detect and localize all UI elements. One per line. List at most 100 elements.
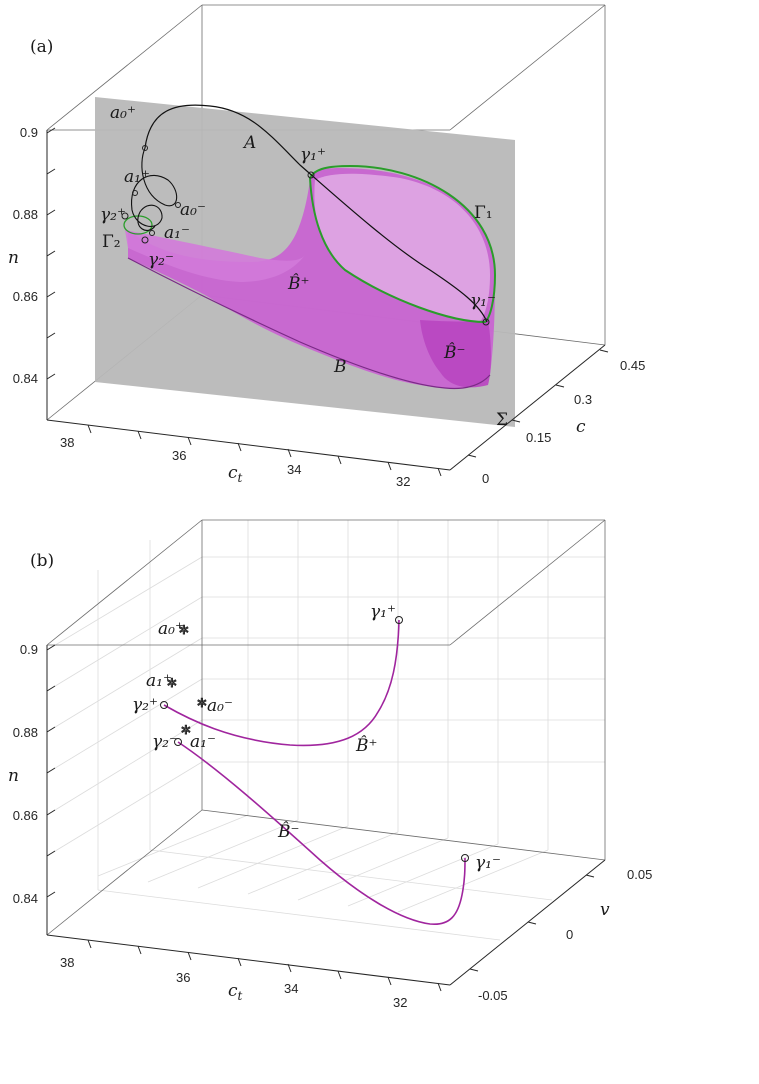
y-tick-label: 0.15: [526, 430, 551, 445]
box-edge: [46, 4, 203, 131]
label-a0p: a₀⁺: [158, 619, 184, 639]
y-ticks: 0 0.15 0.3 0.45: [467, 349, 645, 486]
curve-a-spiral: [131, 147, 178, 231]
z-tick-label: 0.84: [13, 891, 38, 906]
x-tick-label: 34: [284, 981, 298, 996]
panel-b: ∗ ∗ ∗ ∗ 0.9 0.88 0.86 0.84: [8, 519, 652, 1010]
label-Sigma: Σ: [496, 410, 508, 430]
label-Bplus: B̂⁺: [355, 736, 377, 756]
x-axis: [46, 934, 451, 986]
y-tick-label: 0.45: [620, 358, 645, 373]
x-tick-label: 36: [176, 970, 190, 985]
b-surface-highlight: [314, 173, 490, 322]
curve-b: [127, 257, 491, 390]
label-Gamma1: Γ₁: [474, 203, 493, 223]
marker-g1p: [307, 171, 315, 179]
marker-g2p: [121, 212, 129, 220]
marker-g1p: [395, 616, 403, 624]
y-tick-label: 0: [566, 927, 573, 942]
panel-b-tag: (b): [30, 551, 54, 571]
y-ticks: -0.05 0 0.05: [469, 867, 652, 1003]
label-a1p: a₁⁺: [124, 167, 150, 187]
label-g2p: γ₂⁺: [100, 205, 126, 225]
x-tick-label: 36: [172, 448, 186, 463]
x-ticks: 38 36 34 32: [60, 424, 442, 489]
panel-a-tag: (a): [30, 37, 53, 57]
z-tick-label: 0.84: [13, 371, 38, 386]
y-axis: [449, 859, 606, 986]
label-g1p: γ₁⁺: [370, 602, 396, 622]
y-axis: [449, 344, 606, 471]
box-edge: [46, 809, 203, 936]
label-g1m: γ₁⁻: [475, 853, 501, 873]
marker-a1m: [149, 230, 155, 236]
y-tick-label: 0.3: [574, 392, 592, 407]
label-Bminus: B̂⁻: [443, 343, 465, 363]
z-ticks: 0.9 0.88 0.86 0.84: [13, 125, 56, 386]
y-axis-label: v: [600, 900, 610, 920]
b-tail: [125, 230, 305, 282]
marker-g2m: [141, 236, 149, 244]
z-tick-label: 0.86: [13, 808, 38, 823]
label-a1p: a₁⁺: [146, 671, 172, 691]
marker-g2m: [174, 738, 182, 746]
label-B: B: [333, 357, 347, 377]
label-a0m: a₀⁻: [207, 696, 233, 716]
label-g1m: γ₁⁻: [470, 291, 496, 311]
curve-a: [144, 104, 488, 323]
label-g2m: γ₂⁻: [148, 250, 174, 270]
x-tick-label: 32: [393, 995, 407, 1010]
y-tick-label: 0: [482, 471, 489, 486]
label-a0m: a₀⁻: [180, 200, 206, 220]
curve-b-minus: [177, 741, 466, 925]
marker-a0m: ∗: [196, 695, 208, 711]
point-markers: ∗ ∗ ∗ ∗: [160, 616, 469, 862]
z-tick-label: 0.9: [20, 642, 38, 657]
point-markers: [121, 145, 490, 326]
box-edge: [201, 809, 606, 861]
label-Gamma2: Γ₂: [102, 232, 121, 252]
y-tick-label: -0.05: [478, 988, 508, 1003]
panel-a: 0.9 0.88 0.86 0.84 38 36 34 32 0: [8, 4, 645, 489]
marker-a0m: [175, 202, 181, 208]
grid: [46, 520, 605, 941]
x-tick-label: 34: [287, 462, 301, 477]
x-tick-label: 38: [60, 435, 74, 450]
marker-a1m: ∗: [180, 722, 192, 738]
marker-g1m: [461, 854, 469, 862]
label-Bminus: B̂⁻: [277, 822, 299, 842]
label-a1m: a₁⁻: [190, 732, 216, 752]
y-tick-label: 0.05: [627, 867, 652, 882]
marker-a0p: [142, 145, 148, 151]
z-axis-label: n: [8, 248, 19, 268]
label-g2m: γ₂⁻: [152, 732, 178, 752]
z-ticks: 0.9 0.88 0.86 0.84: [13, 642, 56, 906]
marker-g2p: [160, 701, 168, 709]
z-axis-label: n: [8, 766, 19, 786]
label-Bplus: B̂⁺: [287, 274, 309, 294]
z-tick-label: 0.88: [13, 725, 38, 740]
marker-g1m: [482, 318, 490, 326]
x-axis: [46, 419, 451, 471]
gamma1-loop: [308, 164, 497, 324]
z-tick-label: 0.9: [20, 125, 38, 140]
curve-b-plus: [163, 619, 400, 747]
x-axis-label: ct: [228, 463, 243, 485]
label-a0p: a₀⁺: [110, 103, 136, 123]
b-minus-lobe: [420, 320, 491, 388]
marker-a1p: ∗: [166, 675, 178, 691]
marker-a0p: ∗: [178, 622, 190, 638]
x-ticks: 38 36 34 32: [60, 939, 442, 1010]
y-axis-label: c: [576, 417, 586, 437]
box-edge: [449, 519, 606, 646]
box-edge: [46, 519, 203, 646]
x-tick-label: 38: [60, 955, 74, 970]
label-g1p: γ₁⁺: [300, 145, 326, 165]
z-tick-label: 0.88: [13, 207, 38, 222]
label-g2p: γ₂⁺: [132, 695, 158, 715]
label-A: A: [242, 133, 256, 153]
z-tick-label: 0.86: [13, 289, 38, 304]
marker-a1p: [132, 190, 138, 196]
x-tick-label: 32: [396, 474, 410, 489]
